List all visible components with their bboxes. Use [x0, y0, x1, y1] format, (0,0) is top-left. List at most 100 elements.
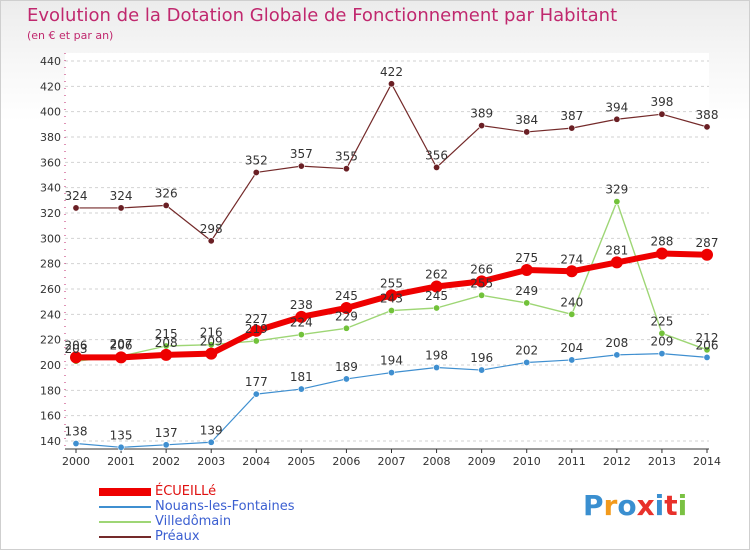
- y-tick-label: 200: [40, 359, 61, 372]
- data-point: [568, 124, 576, 132]
- data-label: 238: [290, 298, 313, 312]
- data-point: [117, 204, 125, 212]
- logo-letter: P: [583, 489, 604, 522]
- x-tick-label: 2004: [242, 455, 270, 468]
- data-point: [610, 256, 623, 269]
- data-point: [658, 350, 666, 358]
- data-point: [658, 329, 666, 337]
- data-point: [162, 201, 170, 209]
- chart-legend: ÉCUEILLé Nouans-les-Fontaines Villedômain P…: [99, 484, 295, 544]
- data-label: 355: [335, 150, 358, 164]
- data-label: 206: [110, 338, 133, 352]
- data-label: 324: [65, 189, 88, 203]
- legend-swatch: [99, 505, 151, 508]
- data-point: [520, 264, 533, 276]
- data-label: 181: [290, 370, 313, 384]
- data-label: 422: [380, 65, 403, 79]
- data-label: 135: [110, 428, 133, 442]
- data-label: 194: [380, 354, 403, 368]
- data-label: 288: [650, 235, 673, 249]
- data-label: 196: [470, 351, 493, 365]
- data-point: [613, 351, 621, 359]
- data-point: [207, 438, 215, 446]
- logo-letter: t: [664, 489, 678, 522]
- logo-letter: o: [617, 489, 637, 522]
- data-label: 262: [425, 267, 448, 281]
- x-tick-label: 2000: [62, 455, 90, 468]
- data-label: 240: [560, 295, 583, 309]
- y-tick-label: 260: [40, 283, 61, 296]
- data-label: 206: [65, 338, 88, 352]
- data-label: 329: [605, 183, 628, 197]
- y-tick-label: 320: [40, 207, 61, 220]
- data-point: [297, 331, 305, 339]
- data-label: 202: [515, 343, 538, 357]
- data-label: 245: [425, 289, 448, 303]
- data-label: 249: [515, 284, 538, 298]
- legend-swatch: [99, 520, 151, 523]
- y-tick-label: 240: [40, 308, 61, 321]
- data-label: 357: [290, 147, 313, 161]
- legend-item: Nouans-les-Fontaines: [99, 499, 295, 514]
- data-label: 219: [245, 322, 268, 336]
- data-point: [252, 390, 260, 398]
- data-point: [252, 337, 260, 345]
- y-tick-label: 180: [40, 384, 61, 397]
- data-label: 274: [560, 252, 583, 266]
- data-label: 398: [650, 95, 673, 109]
- data-label: 198: [425, 349, 448, 363]
- data-point: [478, 122, 486, 130]
- data-point: [523, 358, 531, 366]
- data-label: 394: [605, 100, 628, 114]
- data-label: 275: [515, 251, 538, 265]
- data-point: [297, 162, 305, 170]
- data-point: [72, 204, 80, 212]
- y-tick-label: 360: [40, 156, 61, 169]
- data-point: [160, 348, 173, 361]
- data-point: [162, 441, 170, 449]
- x-tick-label: 2010: [513, 455, 541, 468]
- data-label: 227: [245, 312, 268, 326]
- logo-letter: r: [603, 489, 618, 522]
- legend-label: Nouans-les-Fontaines: [155, 499, 295, 514]
- data-label: 356: [425, 148, 448, 162]
- data-point: [703, 123, 711, 131]
- x-tick-label: 2005: [287, 455, 315, 468]
- data-label: 255: [380, 276, 403, 290]
- data-point: [430, 280, 443, 293]
- y-tick-label: 280: [40, 258, 61, 271]
- data-point: [655, 247, 668, 260]
- data-point: [703, 353, 711, 361]
- data-label: 326: [155, 186, 178, 200]
- data-label: 208: [155, 336, 178, 350]
- data-point: [523, 128, 531, 136]
- data-label: 139: [200, 423, 223, 437]
- data-label: 287: [696, 236, 719, 250]
- y-tick-label: 420: [40, 80, 61, 93]
- chart-title: Evolution de la Dotation Globale de Fonc…: [27, 5, 618, 26]
- data-label: 225: [650, 314, 673, 328]
- data-label: 138: [65, 425, 88, 439]
- data-label: 207: [110, 337, 133, 351]
- data-label: 209: [650, 335, 673, 349]
- x-tick-label: 2014: [693, 455, 721, 468]
- data-label: 384: [515, 113, 538, 127]
- data-label: 216: [200, 326, 223, 340]
- data-label: 389: [470, 107, 493, 121]
- data-point: [475, 275, 488, 288]
- data-point: [342, 375, 350, 383]
- data-point: [478, 291, 486, 299]
- x-tick-label: 2008: [423, 455, 451, 468]
- x-tick-label: 2013: [648, 455, 676, 468]
- x-tick-label: 2007: [378, 455, 406, 468]
- legend-label: Préaux: [155, 529, 200, 544]
- data-label: 177: [245, 375, 268, 389]
- data-label: 387: [560, 109, 583, 123]
- data-label: 212: [696, 331, 719, 345]
- proxiti-logo: Proxiti: [583, 489, 687, 522]
- data-point: [387, 80, 395, 88]
- data-label: 352: [245, 153, 268, 167]
- x-tick-label: 2009: [468, 455, 496, 468]
